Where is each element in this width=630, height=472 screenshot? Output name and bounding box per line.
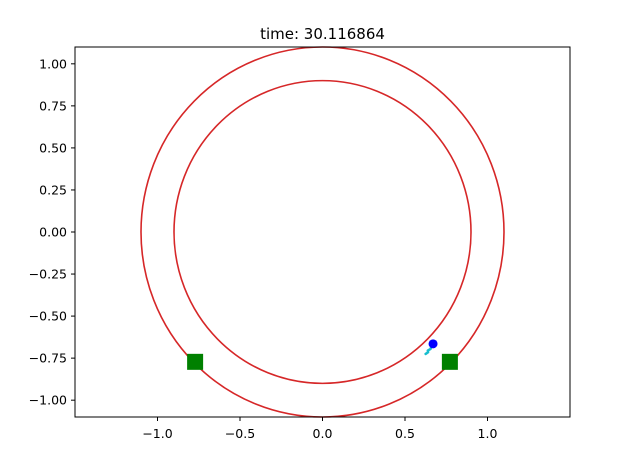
x-tick-label: 1.0 — [478, 426, 498, 441]
inner-track-circle — [173, 79, 472, 385]
y-axis: 1.00 0.75 0.50 0.25 0.00 −0.25 −0.50 −0.75 −1.00 — [29, 56, 75, 408]
x-tick-label: −1.0 — [142, 426, 172, 441]
y-tick-label: −0.75 — [29, 351, 67, 366]
chart-title: time: 30.116864 — [260, 25, 385, 43]
y-tick-label: 0.00 — [39, 225, 67, 240]
plot-area — [74, 46, 571, 418]
blue-point-marker — [428, 339, 438, 349]
y-tick-label: 0.25 — [39, 182, 67, 197]
x-axis: −1.0 −0.5 0.0 0.5 1.0 — [142, 417, 497, 441]
y-tick-label: −0.25 — [29, 267, 67, 282]
y-tick-label: −1.00 — [29, 393, 67, 408]
axes-background — [75, 47, 570, 417]
title-time-value: 30.116864 — [304, 25, 385, 43]
x-tick-label: −0.5 — [225, 426, 255, 441]
green-square-marker-right — [441, 353, 458, 370]
y-tick-label: 0.75 — [39, 98, 67, 113]
y-tick-label: 1.00 — [39, 56, 67, 71]
x-tick-label: 0.0 — [313, 426, 333, 441]
green-square-marker-left — [187, 353, 204, 370]
y-tick-label: 0.50 — [39, 140, 67, 155]
title-prefix: time: — [260, 25, 304, 43]
x-tick-label: 0.5 — [395, 426, 415, 441]
markers-layer — [187, 339, 458, 370]
y-tick-label: −0.50 — [29, 309, 67, 324]
